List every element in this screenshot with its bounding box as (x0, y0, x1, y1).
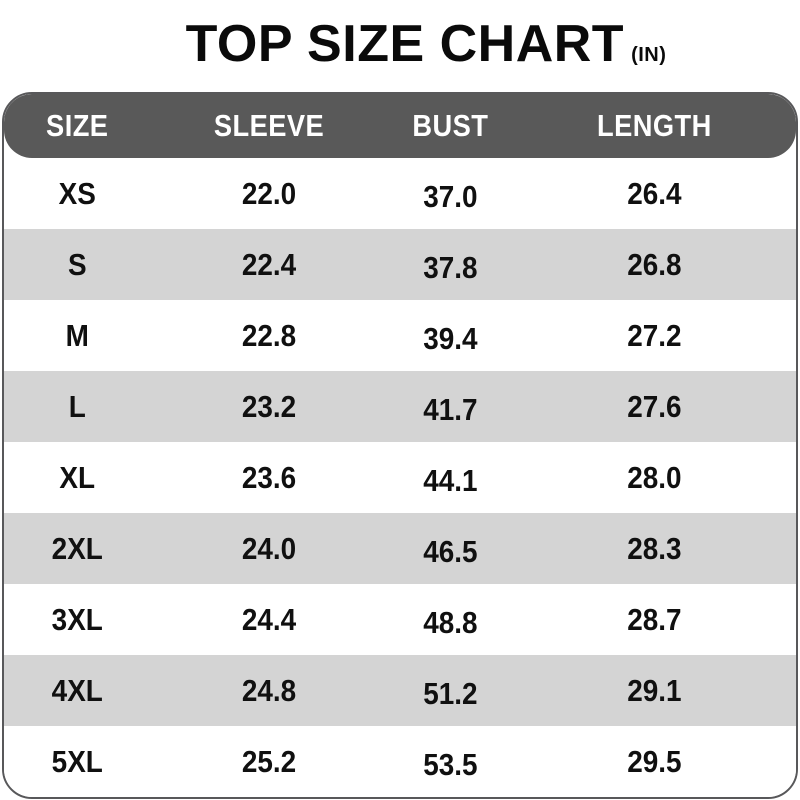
page-title: TOP SIZE CHART (IN) (26, 0, 800, 81)
size-cell: M (65, 317, 89, 353)
bust-cell: 41.7 (422, 391, 478, 427)
column-header-bust: BUST (411, 108, 488, 143)
title-unit-label: (IN) (631, 44, 667, 66)
sleeve-cell: 24.8 (241, 672, 296, 708)
sleeve-cell: 24.4 (241, 601, 296, 637)
length-cell: 28.0 (627, 459, 682, 495)
size-chart-table: SIZE SLEEVE BUST LENGTH XS 22.0 37.0 26.… (2, 92, 798, 799)
bust-cell: 53.5 (422, 746, 478, 782)
length-cell: 29.1 (627, 672, 682, 708)
table-row-xs: XS 22.0 37.0 26.4 (4, 158, 796, 229)
bust-cell: 39.4 (422, 320, 478, 356)
sleeve-cell: 22.0 (241, 175, 296, 211)
length-cell: 26.8 (627, 246, 682, 282)
length-cell: 26.4 (627, 175, 682, 211)
size-cell: 3XL (51, 601, 103, 637)
size-cell: L (68, 388, 86, 424)
table-row-3xl: 3XL 24.4 48.8 28.7 (4, 584, 796, 655)
size-cell: S (67, 246, 87, 282)
size-cell: 4XL (51, 672, 103, 708)
bust-cell: 48.8 (422, 604, 478, 640)
size-cell: 5XL (51, 743, 103, 779)
bust-cell: 37.0 (422, 178, 478, 214)
length-cell: 27.6 (627, 388, 682, 424)
sleeve-cell: 22.8 (241, 317, 296, 353)
sleeve-cell: 25.2 (241, 743, 296, 779)
length-cell: 29.5 (627, 743, 682, 779)
table-row-4xl: 4XL 24.8 51.2 29.1 (4, 655, 796, 726)
size-cell: XL (59, 459, 96, 495)
column-header-size: SIZE (46, 108, 109, 143)
sleeve-cell: 22.4 (241, 246, 296, 282)
sleeve-cell: 23.2 (241, 388, 296, 424)
table-row-5xl: 5XL 25.2 53.5 29.5 (4, 726, 796, 797)
table-row-m: M 22.8 39.4 27.2 (4, 300, 796, 371)
bust-cell: 46.5 (422, 533, 478, 569)
length-cell: 28.7 (627, 601, 682, 637)
bust-cell: 44.1 (422, 462, 478, 498)
sleeve-cell: 24.0 (241, 530, 296, 566)
size-cell: XS (58, 175, 96, 211)
table-row-l: L 23.2 41.7 27.6 (4, 371, 796, 442)
table-row-xl: XL 23.6 44.1 28.0 (4, 442, 796, 513)
length-cell: 27.2 (627, 317, 682, 353)
table-header-row: SIZE SLEEVE BUST LENGTH (4, 94, 796, 158)
table-row-s: S 22.4 37.8 26.8 (4, 229, 796, 300)
bust-cell: 37.8 (422, 249, 478, 285)
sleeve-cell: 23.6 (241, 459, 296, 495)
page-title-text: TOP SIZE CHART (185, 15, 625, 73)
column-header-sleeve: SLEEVE (213, 108, 324, 143)
table-row-2xl: 2XL 24.0 46.5 28.3 (4, 513, 796, 584)
bust-cell: 51.2 (422, 675, 478, 711)
size-cell: 2XL (51, 530, 103, 566)
length-cell: 28.3 (627, 530, 682, 566)
column-header-length: LENGTH (597, 108, 713, 143)
